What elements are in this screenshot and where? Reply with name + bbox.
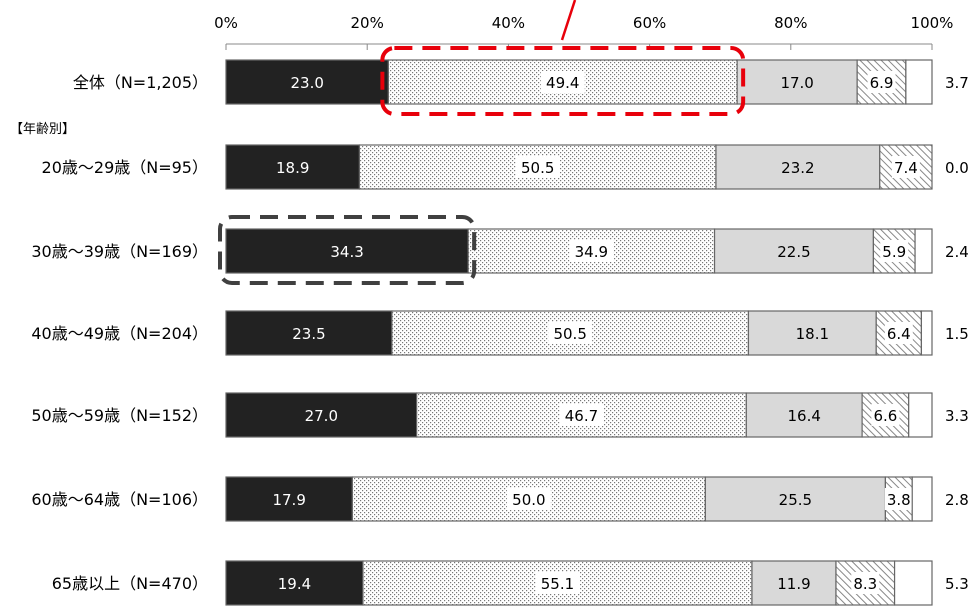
highlights (218, 0, 746, 285)
data-label: 2.8 (945, 491, 969, 509)
bar-segment (225, 59, 389, 105)
highlight-box (218, 215, 477, 285)
data-label: 3.8 (887, 491, 911, 509)
highlight-box (380, 46, 746, 116)
data-label: 17.0 (780, 74, 813, 92)
data-label-bg (871, 404, 900, 426)
x-tick-label: 80% (774, 14, 807, 32)
bar-segment (225, 392, 418, 438)
data-label-bg (535, 572, 580, 594)
data-label-bg (559, 404, 604, 426)
data-label: 5.9 (882, 243, 906, 261)
bar-segment (225, 476, 353, 522)
data-label: 3.7 (945, 74, 969, 92)
data-label-bg (548, 322, 593, 344)
data-label: 0.0 (945, 159, 969, 177)
data-label-bg (540, 71, 585, 93)
data-label-bg (884, 322, 913, 344)
bar-segment (920, 310, 933, 356)
x-axis: 0% 20% 40% 60% 80% 100% (214, 14, 953, 50)
bar-segment (225, 560, 364, 606)
data-label: 50.5 (553, 325, 586, 343)
data-label: 6.4 (887, 325, 911, 343)
bar-segment (893, 560, 933, 606)
x-tick-label: 20% (351, 14, 384, 32)
x-tick-label: 0% (214, 14, 238, 32)
data-label: 34.3 (330, 243, 363, 261)
data-label: 11.9 (777, 575, 810, 593)
category-label: 30歳～39歳（N=169） (31, 242, 208, 261)
data-label: 23.5 (292, 325, 325, 343)
data-label: 16.4 (788, 407, 821, 425)
bar-segment (905, 59, 933, 105)
x-tick-label: 60% (633, 14, 666, 32)
data-label-bg (880, 240, 909, 262)
data-label-bg (891, 156, 920, 178)
bar-segment (713, 228, 875, 274)
callout-line (560, 0, 577, 41)
bar-segment (704, 476, 887, 522)
data-label: 50.5 (521, 159, 554, 177)
data-label: 1.5 (945, 325, 969, 343)
data-label: 46.7 (565, 407, 598, 425)
data-label: 18.1 (796, 325, 829, 343)
x-tick-label: 100% (911, 14, 954, 32)
data-label: 17.9 (272, 491, 305, 509)
data-label: 18.9 (276, 159, 309, 177)
bar-segment (747, 310, 877, 356)
bars: 23.0 49.4 17.0 6.9 3.7 18.9 50.5 23.2 7.4 0.0 34.3… (225, 59, 969, 606)
bar-segment (745, 392, 863, 438)
data-label: 5.3 (945, 575, 969, 593)
category-label: 50歳～59歳（N=152） (31, 406, 208, 425)
category-label: 全体（N=1,205） (73, 73, 208, 92)
category-label: 60歳～64歳（N=106） (31, 490, 208, 509)
data-label-bg (851, 572, 880, 594)
group-header: 【年齢別】 (10, 122, 75, 137)
bar-segment (715, 144, 881, 190)
data-label: 49.4 (546, 74, 579, 92)
data-label: 23.2 (781, 159, 814, 177)
data-label: 27.0 (305, 407, 338, 425)
bar-segment (225, 228, 469, 274)
data-label: 8.3 (853, 575, 877, 593)
data-label: 3.3 (945, 407, 969, 425)
data-label-bg (884, 488, 913, 510)
bar-segment (914, 228, 933, 274)
data-label: 50.0 (512, 491, 545, 509)
bar-segment (908, 392, 933, 438)
data-label: 6.6 (873, 407, 897, 425)
x-tick-label: 40% (492, 14, 525, 32)
data-label: 7.4 (894, 159, 918, 177)
row-labels: 全体（N=1,205） 20歳～29歳（N=95） 30歳～39歳（N=169） 40… (31, 73, 208, 593)
data-label: 23.0 (290, 74, 323, 92)
data-label: 2.4 (945, 243, 969, 261)
category-label: 65歳以上（N=470） (52, 574, 208, 593)
data-label: 6.9 (870, 74, 894, 92)
data-label-bg (867, 71, 896, 93)
category-label: 20歳～29歳（N=95） (42, 158, 208, 177)
data-label-bg (506, 488, 551, 510)
bar-segment (751, 560, 837, 606)
bar-segment (911, 476, 933, 522)
data-label: 34.9 (575, 243, 608, 261)
data-label-bg (569, 240, 614, 262)
data-label: 19.4 (278, 575, 311, 593)
bar-segment (225, 144, 361, 190)
bar-segment (736, 59, 858, 105)
category-label: 40歳～49歳（N=204） (31, 324, 208, 343)
data-label: 55.1 (541, 575, 574, 593)
data-label: 25.5 (779, 491, 812, 509)
data-label: 22.5 (777, 243, 810, 261)
data-label-bg (515, 156, 560, 178)
